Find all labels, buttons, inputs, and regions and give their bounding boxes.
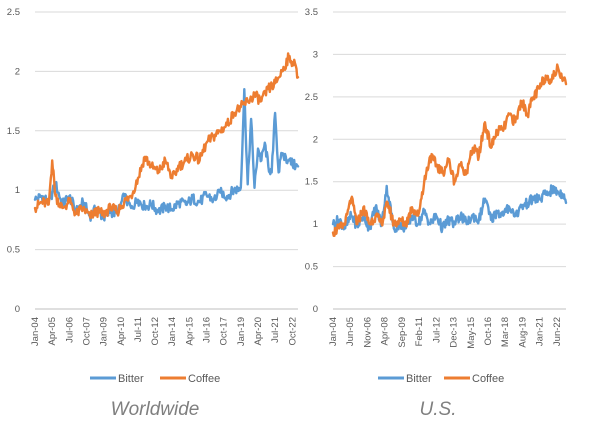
x-tick-label: Jan-09 [99,317,110,346]
x-tick-label: Apr-05 [47,317,58,346]
legend-bitter-label: Bitter [118,373,144,385]
y-tick-label: 0.5 [7,245,20,256]
series-line-bitter [33,88,300,222]
x-tick-label: Jul-16 [202,317,213,343]
x-tick-label: Dec-13 [449,317,460,348]
x-tick-label: Apr-20 [253,317,264,346]
x-tick-label: Feb-11 [414,317,425,346]
us-chart: 0 0.5 1 1.5 2 2.5 3 3.5 Jan-04 Jun-05 Nov-06 Apr-08… [305,7,568,349]
legend-bitter-label: Bitter [406,373,432,385]
x-tick-label: Sep-09 [397,317,408,348]
x-tick-label: Jun-22 [552,317,563,346]
legend-coffee-label: Coffee [472,373,504,385]
worldwide-caption: Worldwide [111,399,200,420]
x-tick-label: Jun-05 [345,317,356,346]
x-tick-label: Jul-06 [64,317,75,343]
x-tick-label: Jan-04 [30,317,41,346]
x-tick-label: Oct-07 [81,317,92,346]
x-tick-label: Oct-16 [483,317,494,346]
y-tick-label: 0.5 [305,262,318,273]
x-tick-label: Oct-17 [219,317,230,346]
x-tick-label: Apr-08 [380,317,391,346]
x-tick-label: Jul-21 [270,317,281,343]
x-tick-label: Apr-10 [116,317,127,346]
x-tick-label: Jan-04 [328,317,339,346]
x-tick-label: Nov-06 [362,317,373,348]
series-line-coffee [33,52,300,220]
us-legend: Bitter Coffee [378,373,504,385]
x-tick-label: Jan-21 [535,317,546,346]
us-caption: U.S. [420,399,457,420]
y-tick-label: 2 [313,134,318,145]
y-tick-label: 1.5 [7,126,20,137]
series-line-bitter [331,184,568,234]
y-tick-label: 2.5 [305,92,318,103]
worldwide-legend: Bitter Coffee [90,373,220,385]
y-tick-label: 1 [313,219,318,230]
x-tick-label: May-15 [466,317,477,349]
x-tick-label: Jul-12 [431,317,442,343]
y-tick-label: 1 [15,185,20,196]
y-tick-label: 3.5 [305,7,318,18]
x-tick-label: Jul-11 [133,317,144,342]
x-tick-label: Oct-22 [287,317,298,346]
y-tick-label: 0 [313,304,318,315]
legend-coffee-label: Coffee [188,373,220,385]
y-tick-label: 2.5 [7,7,20,18]
x-tick-label: Aug-19 [517,317,528,348]
x-tick-label: Oct-12 [150,317,161,346]
y-tick-label: 1.5 [305,177,318,188]
x-tick-label: Apr-15 [184,317,195,346]
x-tick-label: Jan-14 [167,317,178,346]
x-tick-label: Jan-19 [236,317,247,346]
x-tick-label: Mar-18 [500,317,511,347]
y-tick-label: 3 [313,49,318,60]
worldwide-chart: 0 0.5 1 1.5 2 2.5 Jan-04 Apr-05 Jul-06 Oct-07 Jan-… [7,7,300,346]
series-line-coffee [331,63,568,237]
y-tick-label: 0 [15,304,20,315]
y-tick-label: 2 [15,66,20,77]
